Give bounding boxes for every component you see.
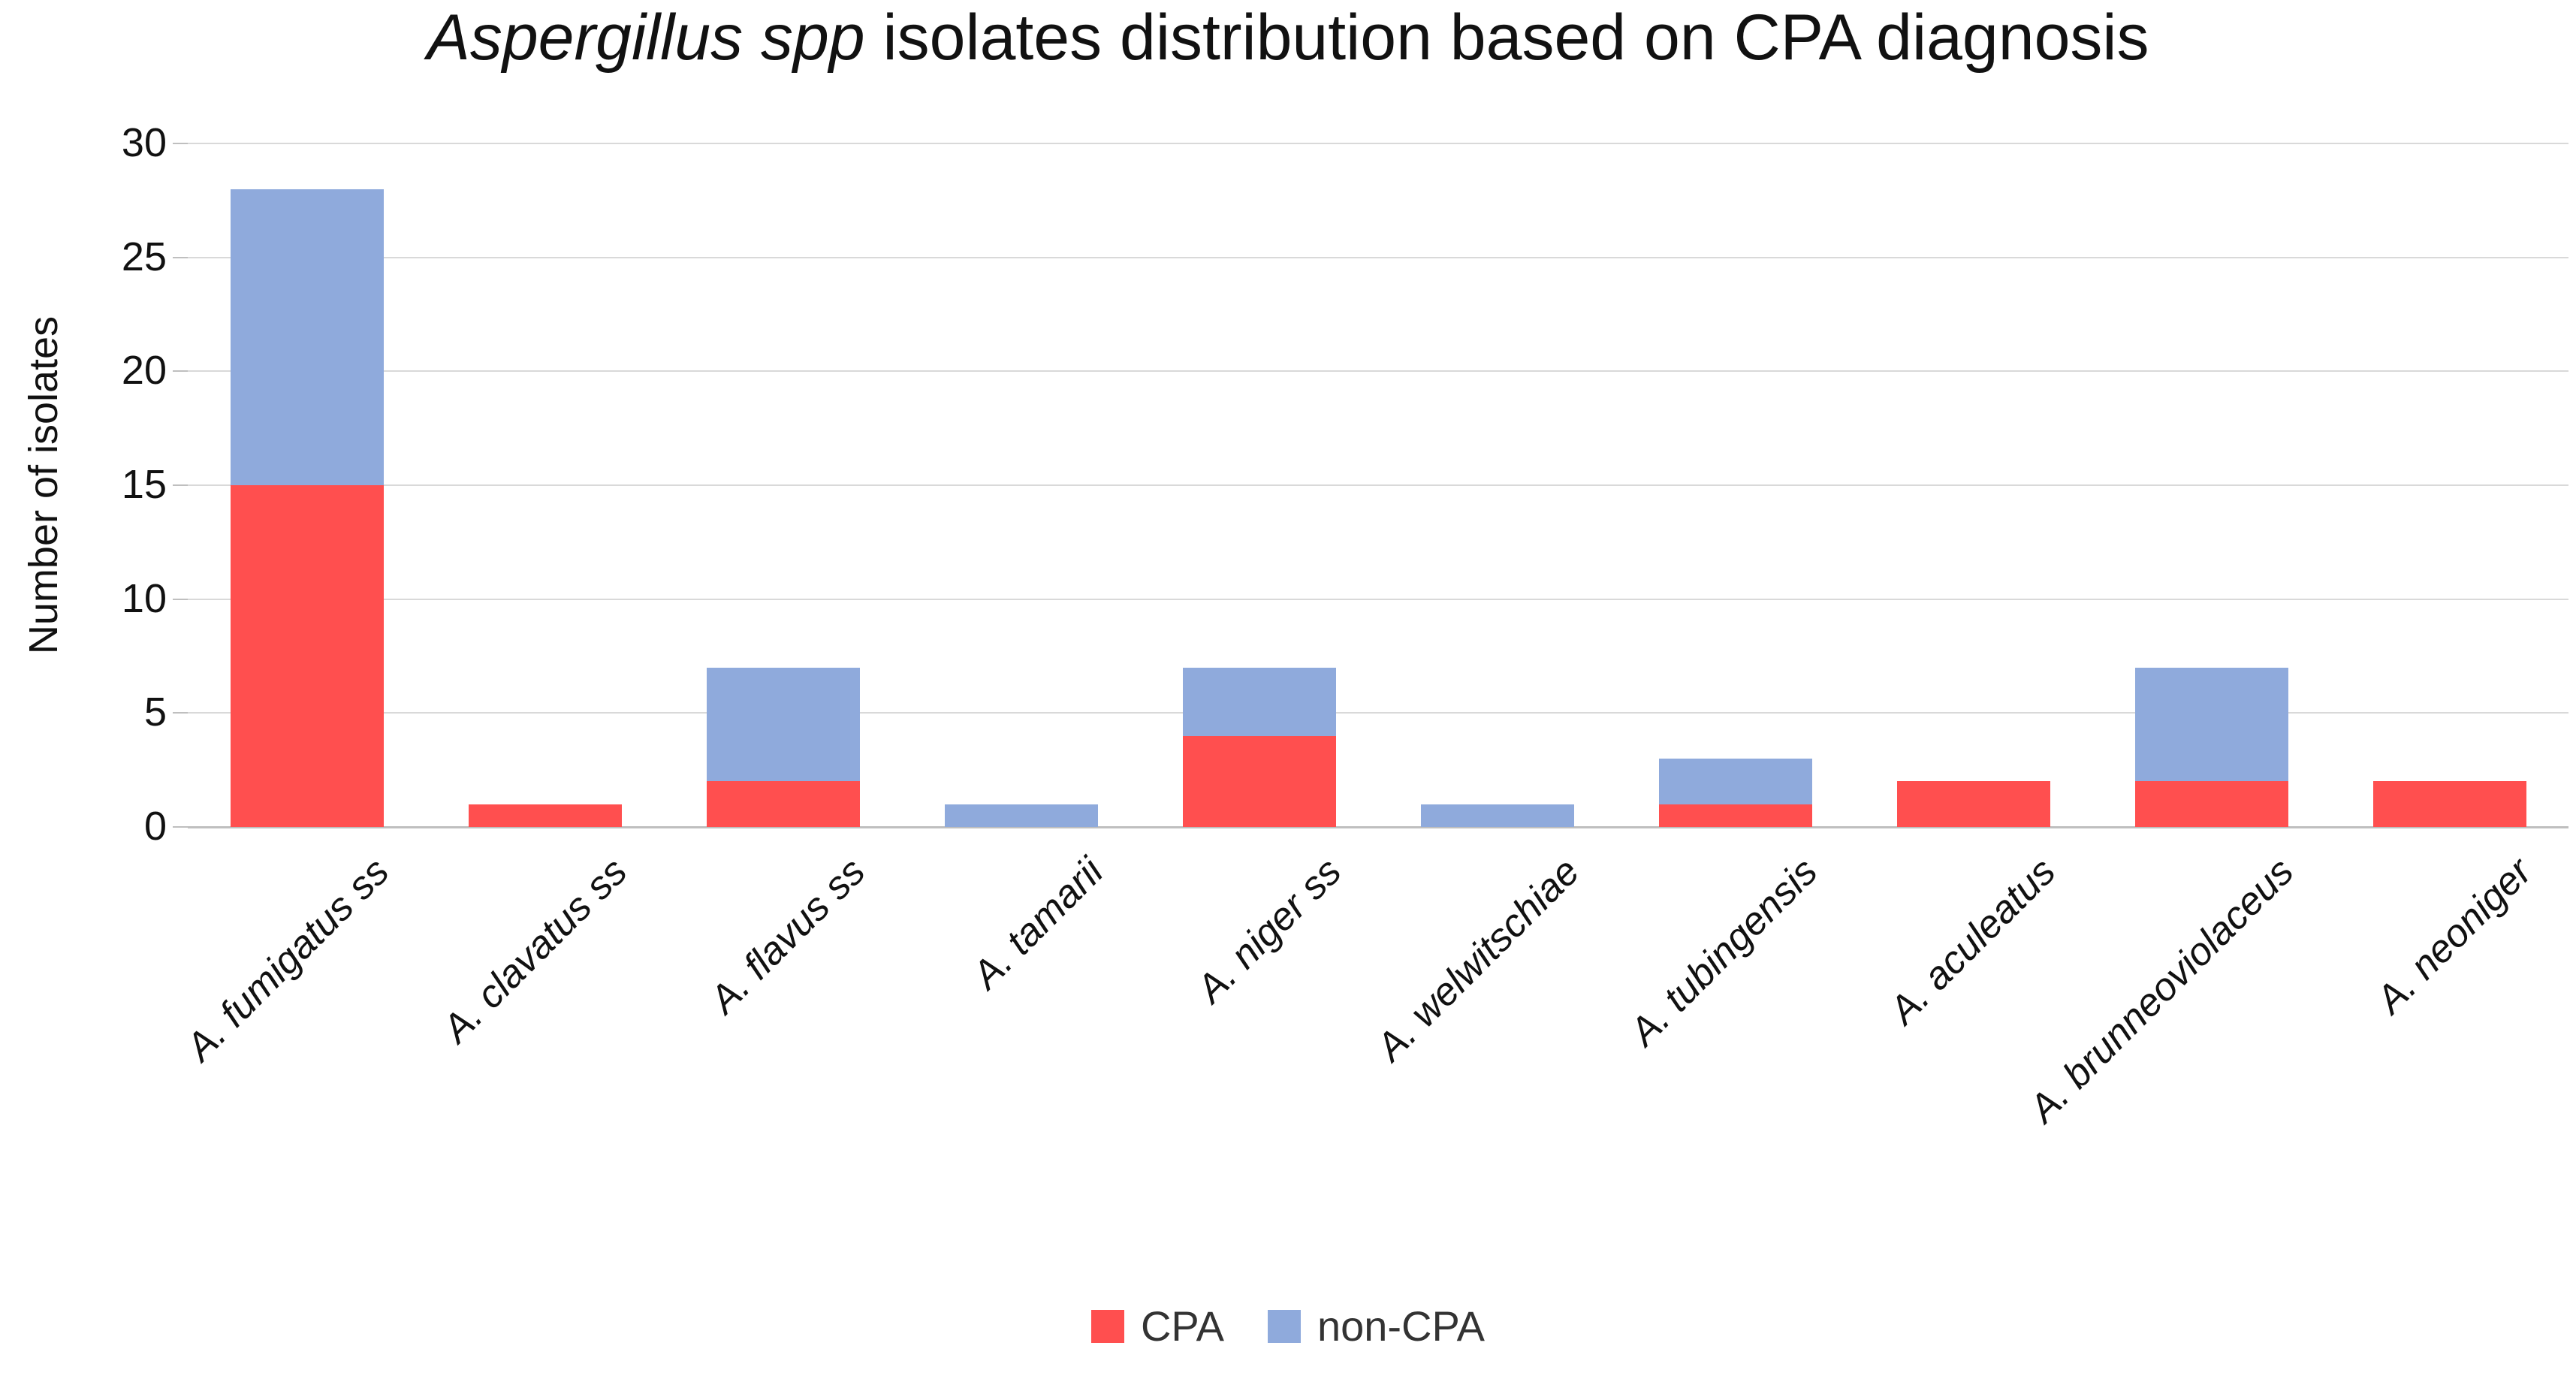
bar-segment-cpa-7	[1658, 804, 1812, 827]
y-tick-label-10: 10	[121, 575, 167, 621]
gridline-y5	[188, 712, 2568, 714]
y-tick-mark-30	[173, 143, 188, 144]
gridline-y30	[188, 143, 2568, 144]
gridline-y20	[188, 370, 2568, 373]
x-axis-line	[188, 826, 2568, 828]
bar-segment-cpa-9	[2134, 781, 2288, 827]
bar-segment-non-cpa-7	[1658, 759, 1812, 804]
y-tick-mark-25	[173, 256, 188, 258]
bar-segment-non-cpa-6	[1420, 804, 1574, 827]
legend-swatch-cpa	[1090, 1310, 1124, 1343]
x-axis-label-6: A. welwitschiae	[1368, 849, 1588, 1070]
chart-title-rest: isolates distribution based on CPA diagn…	[864, 2, 2149, 74]
x-axis-label-2: A. clavatus ss	[433, 849, 635, 1052]
legend-label-non-cpa: non-CPA	[1317, 1302, 1486, 1350]
y-tick-mark-0	[173, 826, 188, 828]
y-tick-label-0: 0	[143, 804, 167, 849]
x-axis-label-1: A. fumigatus ss	[177, 849, 397, 1070]
x-axis-label-7: A. tubingensis	[1621, 849, 1826, 1055]
bar-segment-cpa-3	[706, 781, 860, 827]
x-axis-label-8: A. aculeatus	[1881, 849, 2064, 1033]
bar-segment-non-cpa-5	[1182, 667, 1336, 736]
chart-title-species: Aspergillus spp	[427, 2, 865, 74]
y-tick-mark-5	[173, 712, 188, 714]
y-tick-mark-20	[173, 370, 188, 373]
bar-segment-cpa-10	[2372, 781, 2526, 827]
bar-segment-non-cpa-3	[706, 667, 860, 782]
legend-label-cpa: CPA	[1140, 1302, 1224, 1350]
y-tick-label-15: 15	[121, 462, 167, 507]
bar-segment-non-cpa-4	[944, 804, 1098, 827]
legend-item-cpa: CPA	[1090, 1302, 1224, 1350]
bar-segment-non-cpa-1	[230, 189, 384, 485]
bar-segment-cpa-8	[1896, 781, 2050, 827]
gridline-y10	[188, 598, 2568, 600]
gridline-y25	[188, 256, 2568, 258]
x-axis-label-10: A. neoniger	[2367, 849, 2540, 1022]
x-axis-label-5: A. niger ss	[1188, 849, 1350, 1012]
bar-segment-cpa-2	[468, 804, 622, 827]
legend-item-non-cpa: non-CPA	[1267, 1302, 1486, 1350]
bar-segment-cpa-5	[1182, 735, 1336, 827]
y-tick-mark-10	[173, 598, 188, 600]
legend-swatch-non-cpa	[1267, 1310, 1301, 1343]
y-tick-label-5: 5	[143, 689, 167, 735]
legend: CPA non-CPA	[0, 1305, 2576, 1347]
gridline-y15	[188, 484, 2568, 486]
y-tick-label-20: 20	[121, 348, 167, 394]
y-tick-label-25: 25	[121, 234, 167, 279]
chart-title: Aspergillus spp isolates distribution ba…	[0, 2, 2576, 74]
x-axis-label-9: A. brunneoviolaceus	[2020, 849, 2302, 1131]
x-axis-label-3: A. flavus ss	[701, 849, 873, 1022]
bar-segment-non-cpa-9	[2134, 667, 2288, 782]
bar-segment-cpa-1	[230, 485, 384, 827]
y-tick-label-30: 30	[121, 120, 167, 165]
y-tick-mark-15	[173, 484, 188, 486]
x-axis-label-4: A. tamarii	[964, 849, 1112, 997]
